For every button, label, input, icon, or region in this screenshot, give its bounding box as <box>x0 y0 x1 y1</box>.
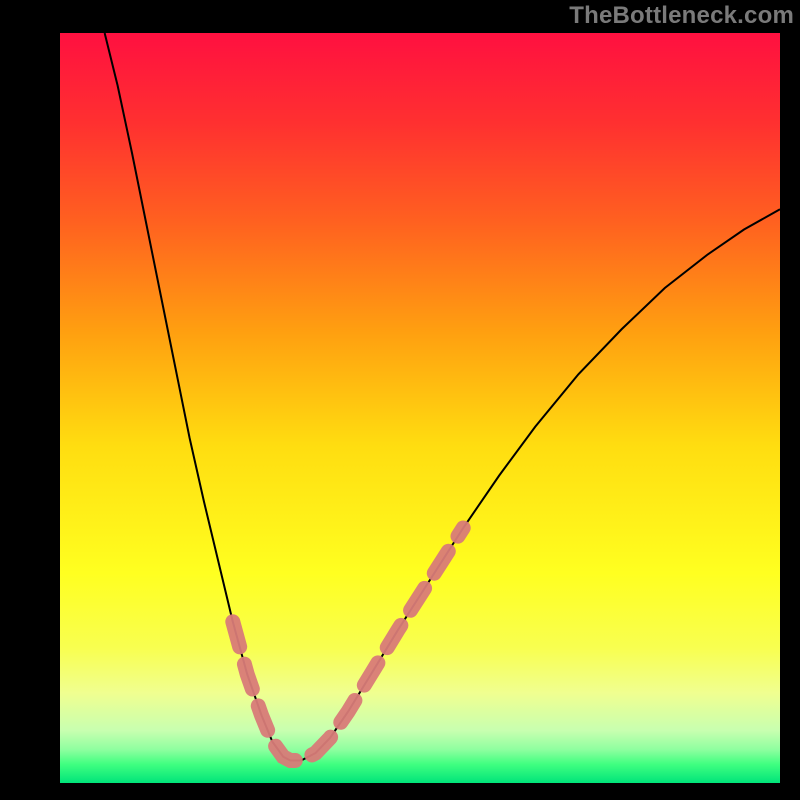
chart-svg <box>0 0 800 800</box>
chart-canvas: TheBottleneck.com <box>0 0 800 800</box>
watermark-text: TheBottleneck.com <box>569 2 794 30</box>
